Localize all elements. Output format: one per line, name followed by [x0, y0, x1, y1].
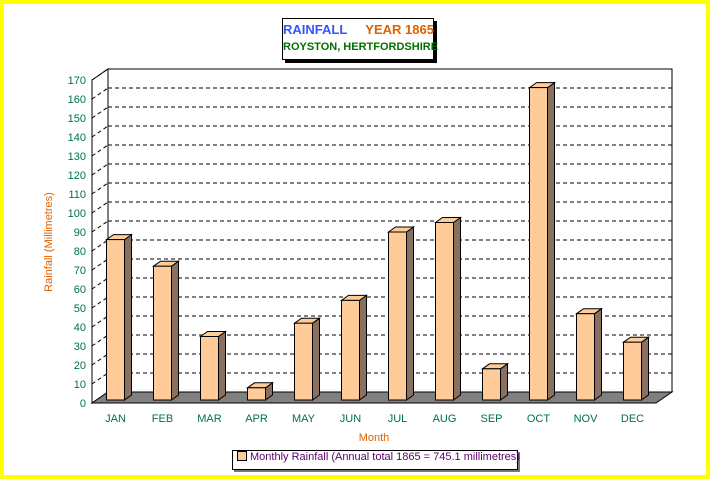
bar-side: [359, 294, 367, 401]
x-axis-label: Month: [359, 432, 390, 444]
x-tick-label: DEC: [621, 413, 644, 425]
grid-line-side: [91, 277, 109, 290]
x-tick-label: JAN: [105, 413, 126, 425]
grid-line-side: [91, 220, 109, 233]
x-tick-label: APR: [245, 413, 268, 425]
legend: Monthly Rainfall (Annual total 1865 = 74…: [232, 450, 520, 470]
x-tick-label: NOV: [574, 413, 599, 425]
bar-mar: [198, 330, 228, 401]
y-tick-label: 70: [74, 265, 86, 277]
grid-line-side: [91, 372, 109, 385]
bar-front: [435, 222, 454, 401]
x-axis-ticks: JAN FEB MAR APR MAY JUN JUL AUG SEP OCT NOV DEC: [105, 413, 644, 425]
bar-front: [576, 313, 595, 401]
y-axis-ticks: 0 10 20 30 40 50 60 70 80 90 100 110 120 130 140 150 160…: [68, 75, 86, 410]
bars: [104, 81, 651, 401]
grid-line-side: [91, 68, 109, 81]
bar-dec: [621, 336, 651, 401]
bar-side: [453, 216, 461, 401]
grid-line-side: [91, 296, 109, 309]
bar-side: [171, 260, 179, 401]
bar-feb: [151, 260, 181, 401]
y-tick-label: 80: [74, 246, 86, 258]
y-tick-label: 90: [74, 227, 86, 239]
bar-side: [218, 330, 226, 401]
y-tick-label: 120: [68, 170, 86, 182]
bar-side: [641, 336, 649, 401]
legend-label: Monthly Rainfall (Annual total 1865 = 74…: [250, 451, 520, 463]
y-tick-label: 110: [68, 189, 86, 201]
grid-line-side: [91, 87, 109, 100]
left-wall: [91, 68, 109, 404]
bar-side: [124, 233, 132, 401]
y-tick-label: 100: [68, 208, 86, 220]
bar-side: [500, 362, 508, 401]
chart-title-box: RAINFALL YEAR 1865 ROYSTON, HERTFORDSHIRE: [282, 18, 439, 60]
bar-side: [594, 307, 602, 401]
bar-jul: [386, 226, 416, 401]
bar-front: [388, 231, 407, 401]
x-tick-label: SEP: [480, 413, 502, 425]
grid-line-side: [91, 144, 109, 157]
grid-line-side: [91, 258, 109, 271]
bar-front: [623, 341, 642, 401]
bar-front: [247, 387, 266, 401]
y-tick-label: 10: [74, 379, 86, 391]
chart-floor: [90, 391, 674, 404]
x-tick-label: OCT: [527, 413, 551, 425]
y-axis-label: Rainfall (Millimetres): [43, 192, 55, 292]
bar-front: [529, 87, 548, 401]
bar-sep: [480, 362, 510, 401]
grid-line-side: [91, 334, 109, 347]
y-tick-label: 50: [74, 303, 86, 315]
x-tick-label: JUL: [388, 413, 408, 425]
bar-nov: [574, 307, 604, 401]
bar-aug: [433, 216, 463, 401]
bar-front: [341, 299, 360, 401]
bar-side: [312, 317, 320, 401]
grid-line-side: [91, 201, 109, 214]
y-tick-label: 150: [68, 113, 86, 125]
y-tick-label: 40: [74, 322, 86, 334]
y-tick-label: 160: [68, 94, 86, 106]
y-tick-label: 60: [74, 284, 86, 296]
y-tick-label: 0: [80, 398, 86, 410]
bar-front: [482, 368, 501, 401]
y-tick-label: 30: [74, 341, 86, 353]
bar-front: [106, 239, 125, 401]
chart-title-year: YEAR 1865: [365, 22, 434, 37]
bar-oct: [527, 81, 557, 401]
x-tick-label: MAY: [292, 413, 316, 425]
bar-front: [153, 265, 172, 401]
bar-may: [292, 317, 322, 401]
bar-jan: [104, 233, 134, 401]
chart-title: RAINFALL YEAR 1865: [283, 22, 434, 37]
grid-line-side: [91, 239, 109, 252]
y-tick-label: 170: [68, 75, 86, 87]
y-tick-label: 130: [68, 151, 86, 163]
bar-front: [294, 322, 313, 401]
x-tick-label: MAR: [197, 413, 222, 425]
bar-side: [406, 226, 414, 401]
legend-swatch: [237, 451, 247, 461]
grid-line-side: [91, 163, 109, 176]
y-tick-label: 140: [68, 132, 86, 144]
grid-line-side: [91, 315, 109, 328]
bar-side: [547, 81, 555, 401]
chart-title-rainfall: RAINFALL: [283, 22, 348, 37]
grid-line-side: [91, 125, 109, 138]
grid-line-side: [91, 353, 109, 366]
y-tick-label: 20: [74, 360, 86, 372]
bar-apr: [245, 381, 275, 401]
bar-jun: [339, 294, 369, 401]
chart-subtitle: ROYSTON, HERTFORDSHIRE: [283, 41, 439, 53]
grid-line-side: [91, 182, 109, 195]
x-tick-label: JUN: [340, 413, 361, 425]
x-tick-label: AUG: [433, 413, 457, 425]
bar-front: [200, 336, 219, 401]
x-tick-label: FEB: [152, 413, 173, 425]
grid-line-side: [91, 106, 109, 119]
